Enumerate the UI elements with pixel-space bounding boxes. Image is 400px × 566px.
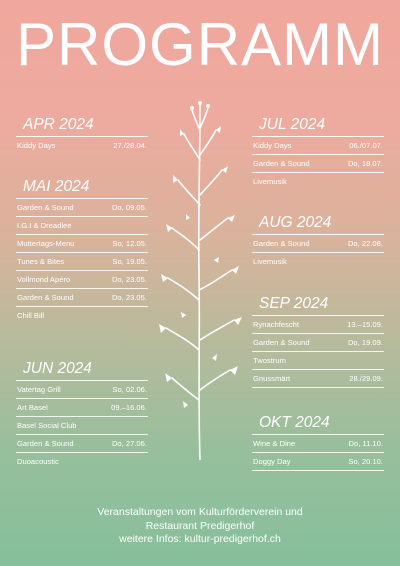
event-row: Livemusik	[252, 173, 384, 190]
month-october: OKT 2024 Wine & Dine Do, 11.10. Doggy Day…	[252, 414, 384, 471]
month-heading: JUN 2024	[16, 360, 148, 381]
event-row: Rynachfescht 13.–15.09.	[252, 316, 384, 334]
event-name: Livemusik	[253, 257, 287, 266]
event-row: Twostrum	[252, 352, 384, 370]
event-row: Chill Bill	[16, 307, 148, 324]
event-row: Vollmond Apéro Do, 23.05.	[16, 271, 148, 289]
event-row: Garden & Sound Do, 19.09.	[252, 334, 384, 352]
event-date: Do, 09.05.	[111, 203, 147, 212]
event-name: Garden & Sound	[253, 239, 310, 248]
event-row: Vatertag Grill So, 02.06.	[16, 381, 148, 399]
event-row: Kiddy Days 06./07.07.	[252, 137, 384, 155]
event-date: Do, 23.05.	[111, 275, 147, 284]
event-name: Livemusik	[253, 177, 287, 186]
event-date: Do, 18.07.	[347, 159, 383, 168]
month-heading: SEP 2024	[252, 295, 384, 316]
footer-website: weitere Infos: kultur-predigerhof.ch	[119, 533, 281, 545]
event-row: Tunes & Bites So, 19.05.	[16, 253, 148, 271]
event-name: Garden & Sound	[253, 338, 310, 347]
month-june: JUN 2024 Vatertag Grill So, 02.06. Art Ba…	[16, 360, 148, 470]
event-row: Garden & Sound Do, 22.08.	[252, 235, 384, 253]
month-heading: APR 2024	[16, 116, 148, 137]
event-date: Do, 19.09.	[347, 338, 383, 347]
event-name: Garden & Sound	[253, 159, 310, 168]
month-may: MAI 2024 Garden & Sound Do, 09.05. I.G.I …	[16, 178, 148, 324]
event-name: Twostrum	[253, 356, 286, 365]
event-name: Vatertag Grill	[17, 385, 61, 394]
event-date: Do, 11.10.	[348, 439, 383, 448]
event-name: Wine & Dine	[253, 439, 296, 448]
event-row: Kiddy Days 27./28.04.	[16, 137, 148, 154]
event-date: Do, 27.06.	[111, 439, 147, 448]
event-row: Muttertags-Menu So, 12.05.	[16, 235, 148, 253]
event-name: Rynachfescht	[253, 320, 300, 329]
event-date: So, 02.06.	[112, 385, 147, 394]
event-name: Duoacoustic	[17, 457, 59, 466]
event-name: Garden & Sound	[17, 203, 74, 212]
month-heading: MAI 2024	[16, 178, 148, 199]
event-name: Muttertags-Menu	[17, 239, 75, 248]
event-row: I.G.I & Dreadlee	[16, 217, 148, 235]
month-april: APR 2024 Kiddy Days 27./28.04.	[16, 116, 148, 154]
month-heading: JUL 2024	[252, 116, 384, 137]
event-date: So, 19.05.	[112, 257, 147, 266]
event-name: Kiddy Days	[253, 141, 292, 150]
event-name: Tunes & Bites	[17, 257, 64, 266]
event-row: Basel Social Club	[16, 417, 148, 435]
event-date: 27./28.04.	[113, 141, 147, 150]
event-row: Wine & Dine Do, 11.10.	[252, 435, 384, 453]
event-row: Art Basel 09.–16.06.	[16, 399, 148, 417]
event-date: Do, 22.08.	[347, 239, 383, 248]
event-row: Livemusik	[252, 253, 384, 270]
event-row: Duoacoustic	[16, 453, 148, 470]
event-date: 13.–15.09.	[347, 320, 383, 329]
event-name: Garden & Sound	[17, 439, 74, 448]
footer: Veranstaltungen vom Kulturförderverein u…	[0, 506, 400, 547]
event-row: Doggy Day So, 20.10.	[252, 453, 384, 471]
event-name: Art Basel	[17, 403, 48, 412]
event-row: Garden & Sound Do, 27.06.	[16, 435, 148, 453]
month-july: JUL 2024 Kiddy Days 06./07.07. Garden & S…	[252, 116, 384, 190]
event-row: Garden & Sound Do, 18.07.	[252, 155, 384, 173]
event-row: Garden & Sound Do, 09.05.	[16, 199, 148, 217]
event-row: Gnussmärt 28./29.09.	[252, 370, 384, 388]
event-name: Chill Bill	[17, 311, 45, 320]
event-name: Gnussmärt	[253, 374, 291, 383]
event-date: 06./07.07.	[349, 141, 383, 150]
month-september: SEP 2024 Rynachfescht 13.–15.09. Garden &…	[252, 295, 384, 388]
event-date: So, 12.05.	[112, 239, 147, 248]
poster-title: PROGRAMM	[16, 11, 384, 78]
event-name: I.G.I & Dreadlee	[17, 221, 72, 230]
event-date: 09.–16.06.	[111, 403, 147, 412]
footer-line: Restaurant Predigerhof	[145, 519, 255, 532]
month-heading: OKT 2024	[252, 414, 384, 435]
event-date: So, 20.10.	[348, 457, 383, 466]
plant-illustration	[159, 101, 242, 460]
event-name: Basel Social Club	[17, 421, 77, 430]
event-row: Garden & Sound Do, 23.05.	[16, 289, 148, 307]
event-name: Doggy Day	[253, 457, 291, 466]
event-name: Kiddy Days	[17, 141, 56, 150]
event-date: Do, 23.05.	[111, 293, 147, 302]
month-heading: AUG 2024	[252, 214, 384, 235]
event-name: Garden & Sound	[17, 293, 74, 302]
month-august: AUG 2024 Garden & Sound Do, 22.08. Livemu…	[252, 214, 384, 270]
footer-line: Veranstaltungen vom Kulturförderverein u…	[97, 506, 303, 518]
event-date: 28./29.09.	[349, 374, 383, 383]
event-name: Vollmond Apéro	[17, 275, 71, 284]
